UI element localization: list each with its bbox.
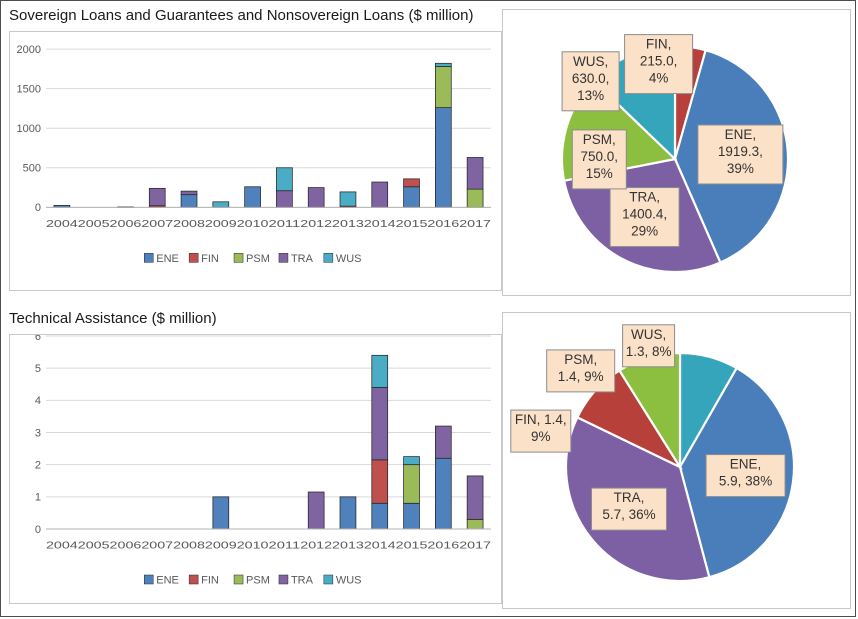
- svg-text:2005: 2005: [78, 219, 110, 230]
- svg-text:1400.4,: 1400.4,: [622, 207, 667, 222]
- svg-text:PSM: PSM: [246, 253, 270, 265]
- svg-text:2009: 2009: [205, 541, 237, 552]
- svg-text:ENE: ENE: [156, 253, 179, 265]
- svg-text:WUS,: WUS,: [573, 54, 608, 69]
- svg-text:13%: 13%: [577, 88, 604, 103]
- svg-text:5.7, 36%: 5.7, 36%: [602, 507, 655, 522]
- svg-text:ENE: ENE: [156, 575, 179, 587]
- svg-text:2: 2: [35, 459, 41, 471]
- svg-text:2004: 2004: [46, 219, 78, 230]
- svg-text:TRA,: TRA,: [614, 490, 645, 505]
- svg-text:ENE,: ENE,: [730, 457, 762, 472]
- svg-text:0: 0: [35, 202, 41, 214]
- svg-text:2015: 2015: [396, 541, 428, 552]
- svg-text:2013: 2013: [332, 541, 364, 552]
- svg-text:1500: 1500: [17, 83, 41, 95]
- svg-text:1.4, 9%: 1.4, 9%: [558, 369, 604, 384]
- svg-text:6: 6: [35, 335, 41, 343]
- svg-text:630.0,: 630.0,: [572, 71, 610, 86]
- svg-text:4%: 4%: [649, 71, 669, 86]
- svg-text:FIN: FIN: [201, 575, 219, 587]
- svg-text:5: 5: [35, 363, 41, 375]
- svg-text:1000: 1000: [17, 123, 41, 135]
- svg-text:2008: 2008: [173, 219, 205, 230]
- svg-text:2017: 2017: [459, 541, 491, 552]
- svg-text:ENE,: ENE,: [725, 127, 757, 142]
- svg-text:2016: 2016: [427, 219, 459, 230]
- svg-text:2004: 2004: [46, 541, 78, 552]
- svg-text:4: 4: [35, 395, 41, 407]
- svg-text:PSM,: PSM,: [583, 132, 616, 147]
- svg-text:5.9, 38%: 5.9, 38%: [719, 474, 772, 489]
- svg-text:39%: 39%: [727, 161, 754, 176]
- svg-text:3: 3: [35, 427, 41, 439]
- svg-text:2009: 2009: [205, 219, 237, 230]
- svg-text:2006: 2006: [110, 541, 142, 552]
- svg-text:WUS: WUS: [336, 575, 362, 587]
- svg-text:FIN: FIN: [201, 253, 219, 265]
- svg-text:1.3, 8%: 1.3, 8%: [626, 344, 672, 359]
- svg-text:TRA,: TRA,: [629, 190, 660, 205]
- svg-text:TRA: TRA: [291, 253, 314, 265]
- svg-text:WUS: WUS: [336, 253, 362, 265]
- svg-text:PSM: PSM: [246, 575, 270, 587]
- svg-text:2008: 2008: [173, 541, 205, 552]
- svg-text:2011: 2011: [268, 219, 300, 230]
- svg-text:2016: 2016: [427, 541, 459, 552]
- svg-text:2005: 2005: [78, 541, 110, 552]
- svg-text:FIN, 1.4,: FIN, 1.4,: [515, 412, 567, 427]
- svg-text:9%: 9%: [531, 429, 551, 444]
- svg-text:15%: 15%: [586, 166, 613, 181]
- svg-text:2007: 2007: [141, 541, 173, 552]
- svg-text:1919.3,: 1919.3,: [718, 144, 763, 159]
- svg-text:2013: 2013: [332, 219, 364, 230]
- svg-text:0: 0: [35, 524, 41, 536]
- svg-text:PSM,: PSM,: [564, 352, 597, 367]
- svg-text:500: 500: [23, 163, 41, 175]
- svg-text:FIN,: FIN,: [646, 37, 672, 52]
- svg-text:2015: 2015: [396, 219, 428, 230]
- svg-text:2014: 2014: [364, 219, 396, 230]
- svg-text:2007: 2007: [141, 219, 173, 230]
- svg-text:2012: 2012: [300, 541, 332, 552]
- svg-text:WUS,: WUS,: [631, 327, 666, 342]
- svg-text:2010: 2010: [237, 541, 269, 552]
- svg-text:2006: 2006: [110, 219, 142, 230]
- svg-text:29%: 29%: [631, 224, 658, 239]
- svg-text:750.0,: 750.0,: [581, 149, 619, 164]
- svg-text:TRA: TRA: [291, 575, 314, 587]
- svg-text:2000: 2000: [17, 44, 41, 56]
- svg-text:1: 1: [35, 492, 41, 504]
- svg-text:2017: 2017: [459, 219, 491, 230]
- svg-text:2011: 2011: [268, 541, 300, 552]
- svg-text:2014: 2014: [364, 541, 396, 552]
- svg-text:2010: 2010: [237, 219, 269, 230]
- svg-text:2012: 2012: [300, 219, 332, 230]
- svg-text:215.0,: 215.0,: [640, 54, 678, 69]
